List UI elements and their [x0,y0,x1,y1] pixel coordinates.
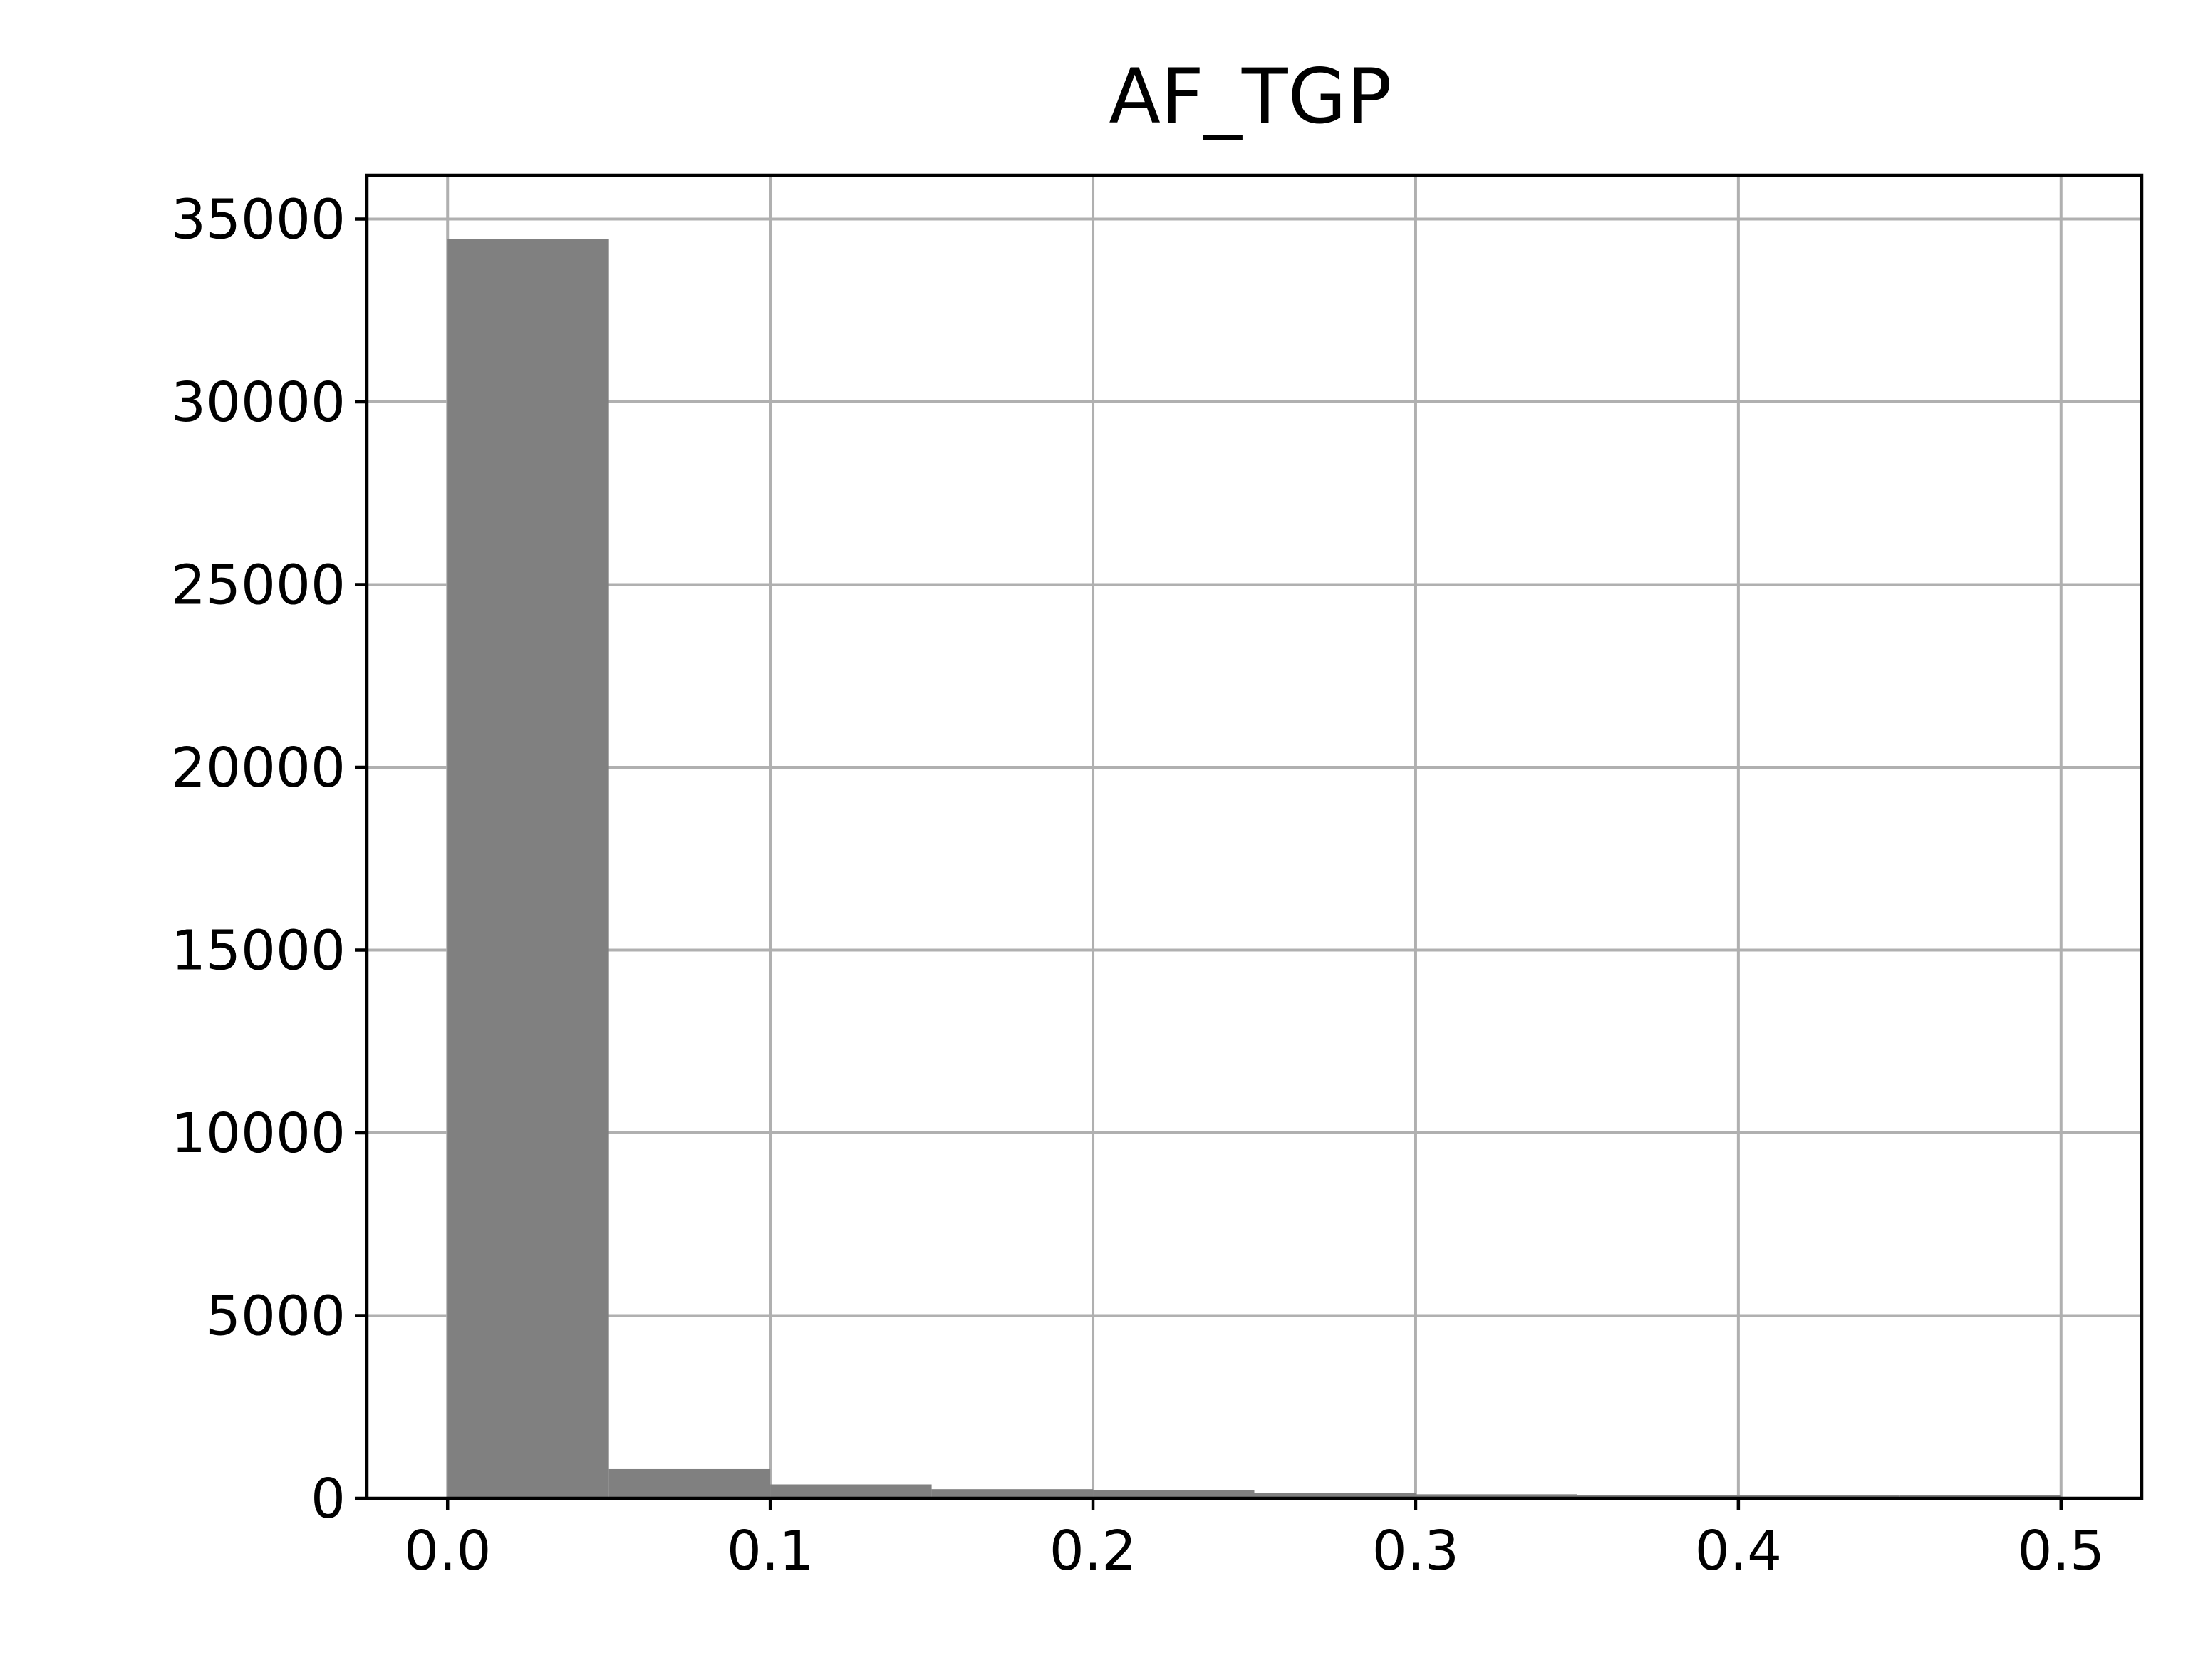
histogram-bar-7 [1577,1495,1738,1498]
histogram-bar-3 [931,1489,1094,1498]
x-tick-label-5: 0.5 [2018,1520,2105,1583]
y-axis-ticks: 0 5000 10000 15000 20000 25000 30000 35000 [171,189,367,1531]
histogram-bar-0 [447,239,609,1498]
histogram-bar-9 [1899,1495,2061,1498]
grid-lines [367,175,2142,1500]
histogram-bar-1 [608,1468,771,1498]
x-tick-label-1: 0.1 [727,1520,814,1583]
histogram-bars [447,239,2061,1498]
chart-title: AF_TGP [1109,53,1391,140]
y-tick-label-0: 0 [311,1468,346,1531]
y-tick-label-3: 15000 [171,920,346,983]
x-tick-label-4: 0.4 [1695,1520,1782,1583]
y-tick-label-6: 30000 [171,371,346,435]
plot-frame [365,173,2144,1500]
y-tick-label-2: 10000 [171,1102,346,1166]
x-axis-ticks: 0.0 0.1 0.2 0.3 0.4 0.5 [404,1498,2105,1583]
x-tick-label-0: 0.0 [404,1520,491,1583]
x-tick-label-2: 0.2 [1049,1520,1136,1583]
y-tick-label-5: 25000 [171,554,346,618]
y-tick-label-1: 5000 [206,1285,346,1349]
y-tick-label-7: 35000 [171,189,346,252]
histogram-bar-5 [1254,1493,1416,1498]
x-tick-label-3: 0.3 [1372,1520,1459,1583]
y-tick-label-4: 20000 [171,737,346,800]
histogram-bar-6 [1415,1494,1577,1498]
histogram-bar-4 [1093,1490,1255,1498]
histogram-bar-2 [770,1484,932,1498]
